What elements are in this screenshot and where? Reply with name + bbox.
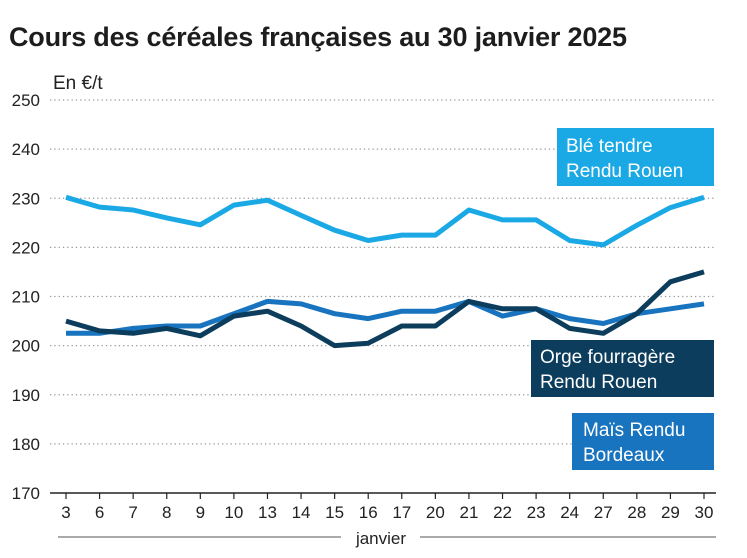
- y-tick-label: 240: [12, 140, 40, 159]
- series-label-text: Rendu Rouen: [566, 161, 683, 182]
- series-label-box-ble-tendre-rendu-rouen: [557, 128, 714, 186]
- y-tick-label: 250: [12, 91, 40, 110]
- x-tick-label: 3: [61, 503, 70, 522]
- series-label-text: Maïs Rendu: [583, 420, 685, 441]
- x-tick-label: 16: [359, 503, 378, 522]
- x-tick-label: 21: [459, 503, 478, 522]
- series-line-orge-fourragere-rendu-rouen: [65, 269, 705, 349]
- x-tick-label: 10: [224, 503, 243, 522]
- x-tick-label: 17: [392, 503, 411, 522]
- series-label-text: Blé tendre: [566, 136, 653, 157]
- x-tick-label: 15: [325, 503, 344, 522]
- x-tick-label: 14: [292, 503, 311, 522]
- series-line-ble-tendre-rendu-rouen: [65, 194, 705, 248]
- x-tick-label: 29: [661, 503, 680, 522]
- series-label-text: Bordeaux: [583, 445, 665, 466]
- series-label-text: Rendu Rouen: [540, 372, 657, 393]
- series-lines: [65, 194, 705, 349]
- x-tick-label: 30: [695, 503, 714, 522]
- x-tick-label: 8: [162, 503, 171, 522]
- x-tick-label: 22: [493, 503, 512, 522]
- x-tick-label: 9: [196, 503, 205, 522]
- x-tick-label: 13: [258, 503, 277, 522]
- y-axis-ticks: 170 180 190 200 210 220 230 240 250: [12, 91, 40, 503]
- y-tick-label: 230: [12, 189, 40, 208]
- x-tick-label: 20: [426, 503, 445, 522]
- series-line-mais-rendu-bordeaux: [66, 298, 705, 336]
- y-tick-label: 190: [12, 386, 40, 405]
- series-label-box-orge-fourragere-rendu-rouen: [531, 340, 714, 397]
- y-tick-label: 200: [12, 337, 40, 356]
- chart-title: Cours des céréales françaises au 30 janv…: [9, 22, 627, 52]
- x-axis-ticks: 3 6 7 8 9 10 13 14 15 16 17 20 21 22 23 24 27 28 29 30: [61, 493, 713, 522]
- y-tick-label: 170: [12, 484, 40, 503]
- series-label-box-mais-rendu-bordeaux: [572, 413, 714, 470]
- x-tick-label: 23: [527, 503, 546, 522]
- x-tick-label: 28: [627, 503, 646, 522]
- series-label-text: Orge fourragère: [540, 347, 675, 368]
- x-tick-label: 6: [95, 503, 104, 522]
- y-tick-label: 180: [12, 435, 40, 454]
- x-axis-month-label: janvier: [355, 529, 406, 548]
- y-tick-label: 220: [12, 238, 40, 257]
- y-axis-unit-label: En €/t: [53, 73, 103, 94]
- x-tick-label: 7: [128, 503, 137, 522]
- series-labels: Blé tendre Rendu Rouen Orge fourragère Rend…: [531, 128, 714, 470]
- x-tick-label: 27: [594, 503, 613, 522]
- y-tick-label: 210: [12, 288, 40, 307]
- x-tick-label: 24: [560, 503, 579, 522]
